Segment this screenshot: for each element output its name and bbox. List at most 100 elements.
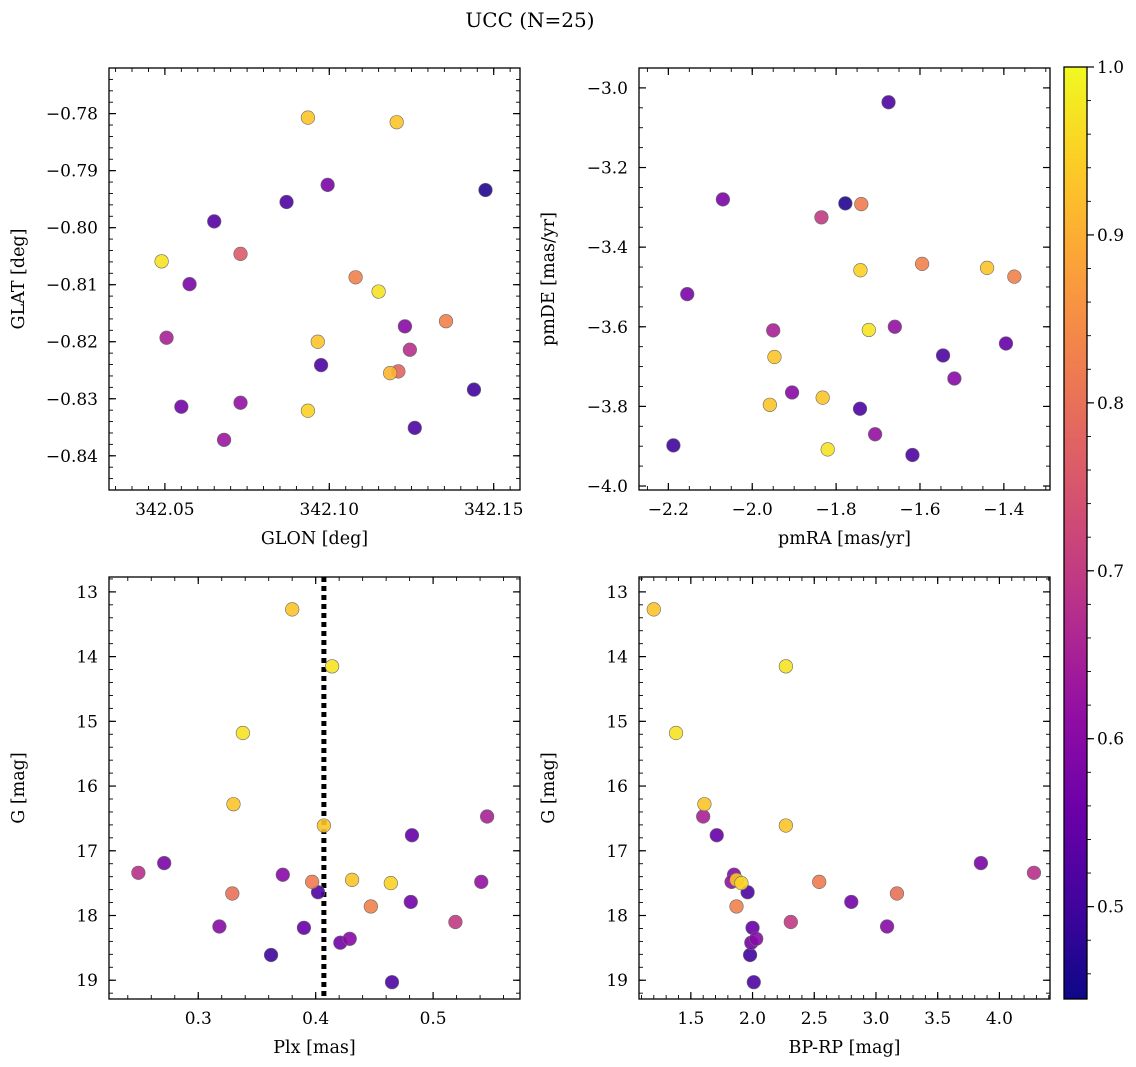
x-tick-label: −1.8 <box>815 500 856 520</box>
y-tick-label: −3.6 <box>587 318 628 338</box>
axes-frame <box>108 576 521 1000</box>
x-tick-label: 342.15 <box>464 500 523 520</box>
data-point <box>905 447 920 463</box>
data-point <box>815 390 830 405</box>
y-tick-label: 16 <box>76 777 98 797</box>
y-tick-label: −3.0 <box>587 79 628 99</box>
colorbar-tick-label: 1.0 <box>1097 58 1124 78</box>
y-tick-label: 17 <box>76 842 98 862</box>
data-point <box>212 919 227 934</box>
data-point <box>1007 269 1022 284</box>
data-point <box>182 277 197 292</box>
y-tick-label: 19 <box>606 971 628 991</box>
data-point <box>680 287 695 302</box>
data-point <box>131 865 146 880</box>
x-tick-label: 0.3 <box>185 1009 212 1029</box>
data-point <box>998 336 1014 351</box>
x-tick-label: −1.6 <box>899 500 940 520</box>
colorbar-tick-label: 0.9 <box>1097 226 1124 246</box>
data-point <box>868 427 883 442</box>
data-point <box>285 602 300 617</box>
y-tick-label: 15 <box>76 712 98 732</box>
data-point <box>749 931 764 946</box>
data-point <box>389 115 404 130</box>
data-point <box>403 894 418 910</box>
data-point <box>853 263 868 278</box>
y-tick-label: 18 <box>76 907 98 927</box>
data-point <box>734 876 749 891</box>
x-tick-label: 2.0 <box>739 1009 766 1029</box>
data-point <box>235 725 250 741</box>
figure-title: UCC (N=25) <box>465 8 594 32</box>
colorbar-tick-label: 0.7 <box>1097 562 1124 582</box>
data-point <box>407 420 422 435</box>
data-point <box>296 920 312 935</box>
data-point <box>325 659 340 674</box>
data-point <box>861 322 876 338</box>
data-point <box>233 395 248 410</box>
y-tick-label: 19 <box>76 971 98 991</box>
data-point <box>697 797 712 812</box>
data-point <box>947 371 962 386</box>
x-tick-label: 342.10 <box>300 500 359 520</box>
data-point <box>478 182 493 198</box>
scatter-points <box>646 602 1042 990</box>
data-point <box>157 855 172 871</box>
x-tick-label: 1.5 <box>677 1009 704 1029</box>
data-point <box>466 382 482 397</box>
panels: 342.05 342.10 342.15 −0.78 −0.79 −0.80 −0.81 −0… <box>9 67 1051 1058</box>
data-point <box>887 319 902 334</box>
data-point <box>300 110 316 125</box>
data-point <box>844 894 859 910</box>
data-point <box>838 196 853 211</box>
y-axis-label: G [mag] <box>539 752 559 823</box>
data-point <box>666 438 681 453</box>
y-tick-label: −3.4 <box>587 238 628 258</box>
minor-ticks <box>639 577 1050 999</box>
panel-top-right: −2.2 −2.0 −1.8 −1.6 −1.4 −3.0 −3.2 −3.4 −3.6 −3.8… <box>539 67 1051 549</box>
data-point <box>207 214 222 229</box>
y-tick-label: 18 <box>606 907 628 927</box>
y-tick-label: 14 <box>76 648 98 668</box>
data-point <box>715 192 730 207</box>
data-point <box>320 177 335 193</box>
data-point <box>814 210 829 225</box>
colorbar-gradient <box>1063 66 1088 1000</box>
data-point <box>914 256 930 271</box>
data-point <box>766 323 781 338</box>
y-tick-label: 14 <box>606 648 628 668</box>
y-tick-label: −0.82 <box>46 333 98 353</box>
colorbar-tick-label: 0.5 <box>1097 898 1124 918</box>
major-ticks <box>109 577 520 999</box>
data-point <box>342 931 357 946</box>
data-point <box>263 947 279 963</box>
x-axis-label: GLON [deg] <box>261 529 368 549</box>
data-point <box>778 818 793 833</box>
x-axis-label: pmRA [mas/yr] <box>778 529 911 549</box>
data-point <box>305 874 320 889</box>
x-tick-label: 0.5 <box>420 1009 447 1029</box>
x-tick-label: 3.5 <box>924 1009 951 1029</box>
data-point <box>973 855 988 871</box>
y-tick-label: −0.79 <box>46 162 98 182</box>
data-point <box>889 886 905 901</box>
data-point <box>383 365 398 381</box>
data-point <box>383 876 398 891</box>
y-tick-label: −0.80 <box>46 219 98 239</box>
panel-top-left: 342.05 342.10 342.15 −0.78 −0.79 −0.80 −0.81 −0… <box>9 67 523 549</box>
scatter-points <box>154 110 493 447</box>
data-point <box>363 899 378 914</box>
y-tick-label: 15 <box>606 712 628 732</box>
colorbar-tick-label: 0.8 <box>1097 394 1124 414</box>
data-point <box>852 401 868 416</box>
data-point <box>348 270 363 285</box>
minor-ticks <box>639 67 1050 490</box>
scatter-points <box>131 602 495 990</box>
data-point <box>742 947 758 963</box>
data-point <box>344 872 360 888</box>
data-point <box>159 330 174 345</box>
colorbar: 0.5 0.6 0.7 0.8 0.9 1.0 <box>1063 58 1124 1000</box>
x-axis-label: BP-RP [mag] <box>789 1038 901 1058</box>
data-point <box>812 874 827 889</box>
